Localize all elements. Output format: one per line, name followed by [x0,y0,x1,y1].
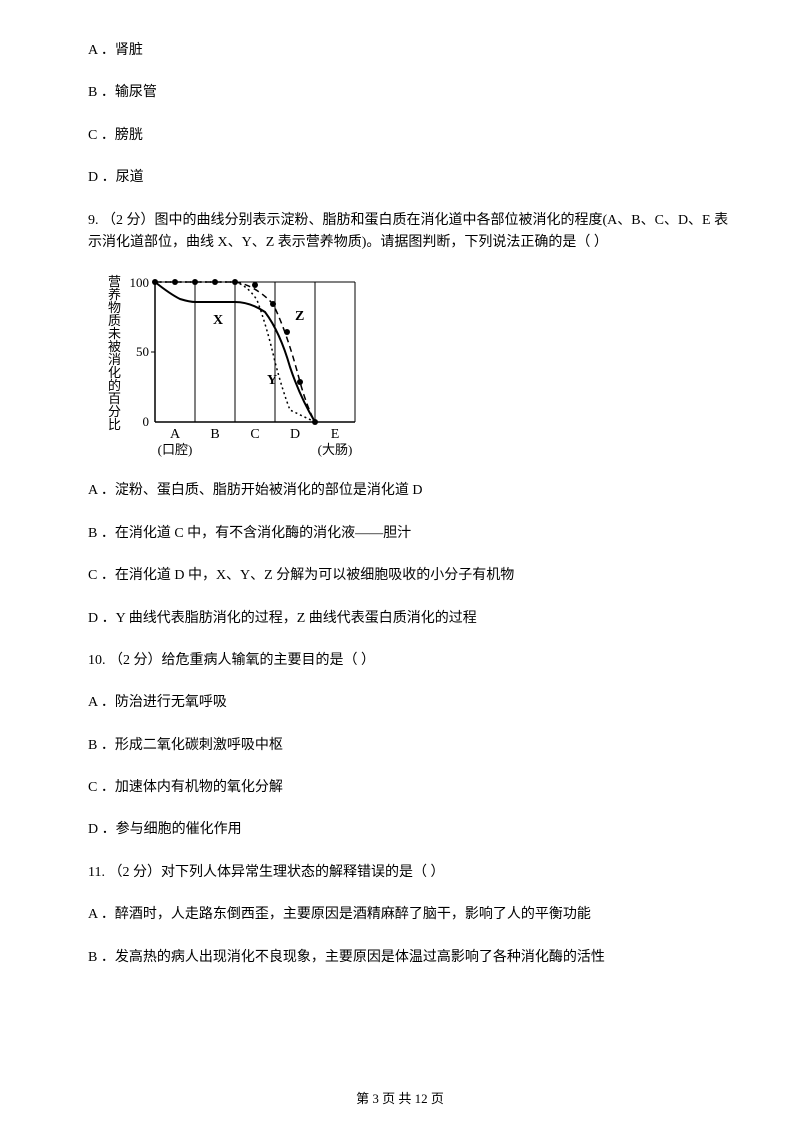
xlabel-a: (口腔) [158,442,193,457]
q8-option-a: A ．肾脏 [60,40,740,62]
xlabel-e: (大肠) [318,442,353,457]
q9-option-a: A ．淀粉、蛋白质、脂肪开始被消化的部位是消化道 D [60,480,740,502]
z-marker [284,329,290,335]
q9-option-b: B ．在消化道 C 中，有不含消化酶的消化液——胆汁 [60,523,740,545]
y-axis-label: 营养物质未被消化的百分比 [108,274,121,432]
xcat-e: E [331,427,340,442]
page-footer: 第 3 页 共 12 页 [0,1089,800,1110]
label-z: Z [295,309,304,324]
xcat-a: A [170,427,181,442]
z-marker [252,282,258,288]
plot-area: 100 50 0 X Y Z A B [130,275,356,457]
ytick-50: 50 [136,344,149,359]
xcat-d: D [290,427,300,442]
q10-option-a: A ．防治进行无氧呼吸 [60,692,740,714]
q9-prompt: 9. （2 分）图中的曲线分别表示淀粉、脂肪和蛋白质在消化道中各部位被消化的程度… [60,210,740,255]
z-marker [172,279,178,285]
xcat-c: C [250,427,259,442]
z-marker [232,279,238,285]
z-marker [312,419,318,425]
q11-option-b: B ．发高热的病人出现消化不良现象，主要原因是体温过高影响了各种消化酶的活性 [60,947,740,969]
q10-option-b: B ．形成二氧化碳刺激呼吸中枢 [60,735,740,757]
z-marker [212,279,218,285]
q8-option-d: D ．尿道 [60,167,740,189]
ytick-0: 0 [143,414,150,429]
q10-option-c: C ．加速体内有机物的氧化分解 [60,777,740,799]
chart-svg: 营养物质未被消化的百分比 100 50 0 [100,272,380,462]
q10-prompt: 10. （2 分）给危重病人输氧的主要目的是（ ） [60,650,740,672]
q10-option-d: D ．参与细胞的催化作用 [60,819,740,841]
z-marker [152,279,158,285]
label-y: Y [267,373,277,388]
q9-prompt-text: 9. （2 分）图中的曲线分别表示淀粉、脂肪和蛋白质在消化道中各部位被消化的程度… [88,210,740,255]
q11-option-a: A ．醉酒时，人走路东倒西歪，主要原因是酒精麻醉了脑干，影响了人的平衡功能 [60,904,740,926]
digestion-chart: 营养物质未被消化的百分比 100 50 0 [100,272,400,462]
z-marker [270,301,276,307]
q11-prompt: 11. （2 分）对下列人体异常生理状态的解释错误的是（ ） [60,862,740,884]
q8-option-c: C ．膀胱 [60,125,740,147]
z-marker [297,379,303,385]
q8-option-b: B ．输尿管 [60,82,740,104]
ytick-100: 100 [130,275,150,290]
q9-option-d: D ．Y 曲线代表脂肪消化的过程，Z 曲线代表蛋白质消化的过程 [60,608,740,630]
z-marker [192,279,198,285]
q9-option-c: C ．在消化道 D 中，X、Y、Z 分解为可以被细胞吸收的小分子有机物 [60,565,740,587]
label-x: X [213,313,223,328]
xcat-b: B [210,427,219,442]
